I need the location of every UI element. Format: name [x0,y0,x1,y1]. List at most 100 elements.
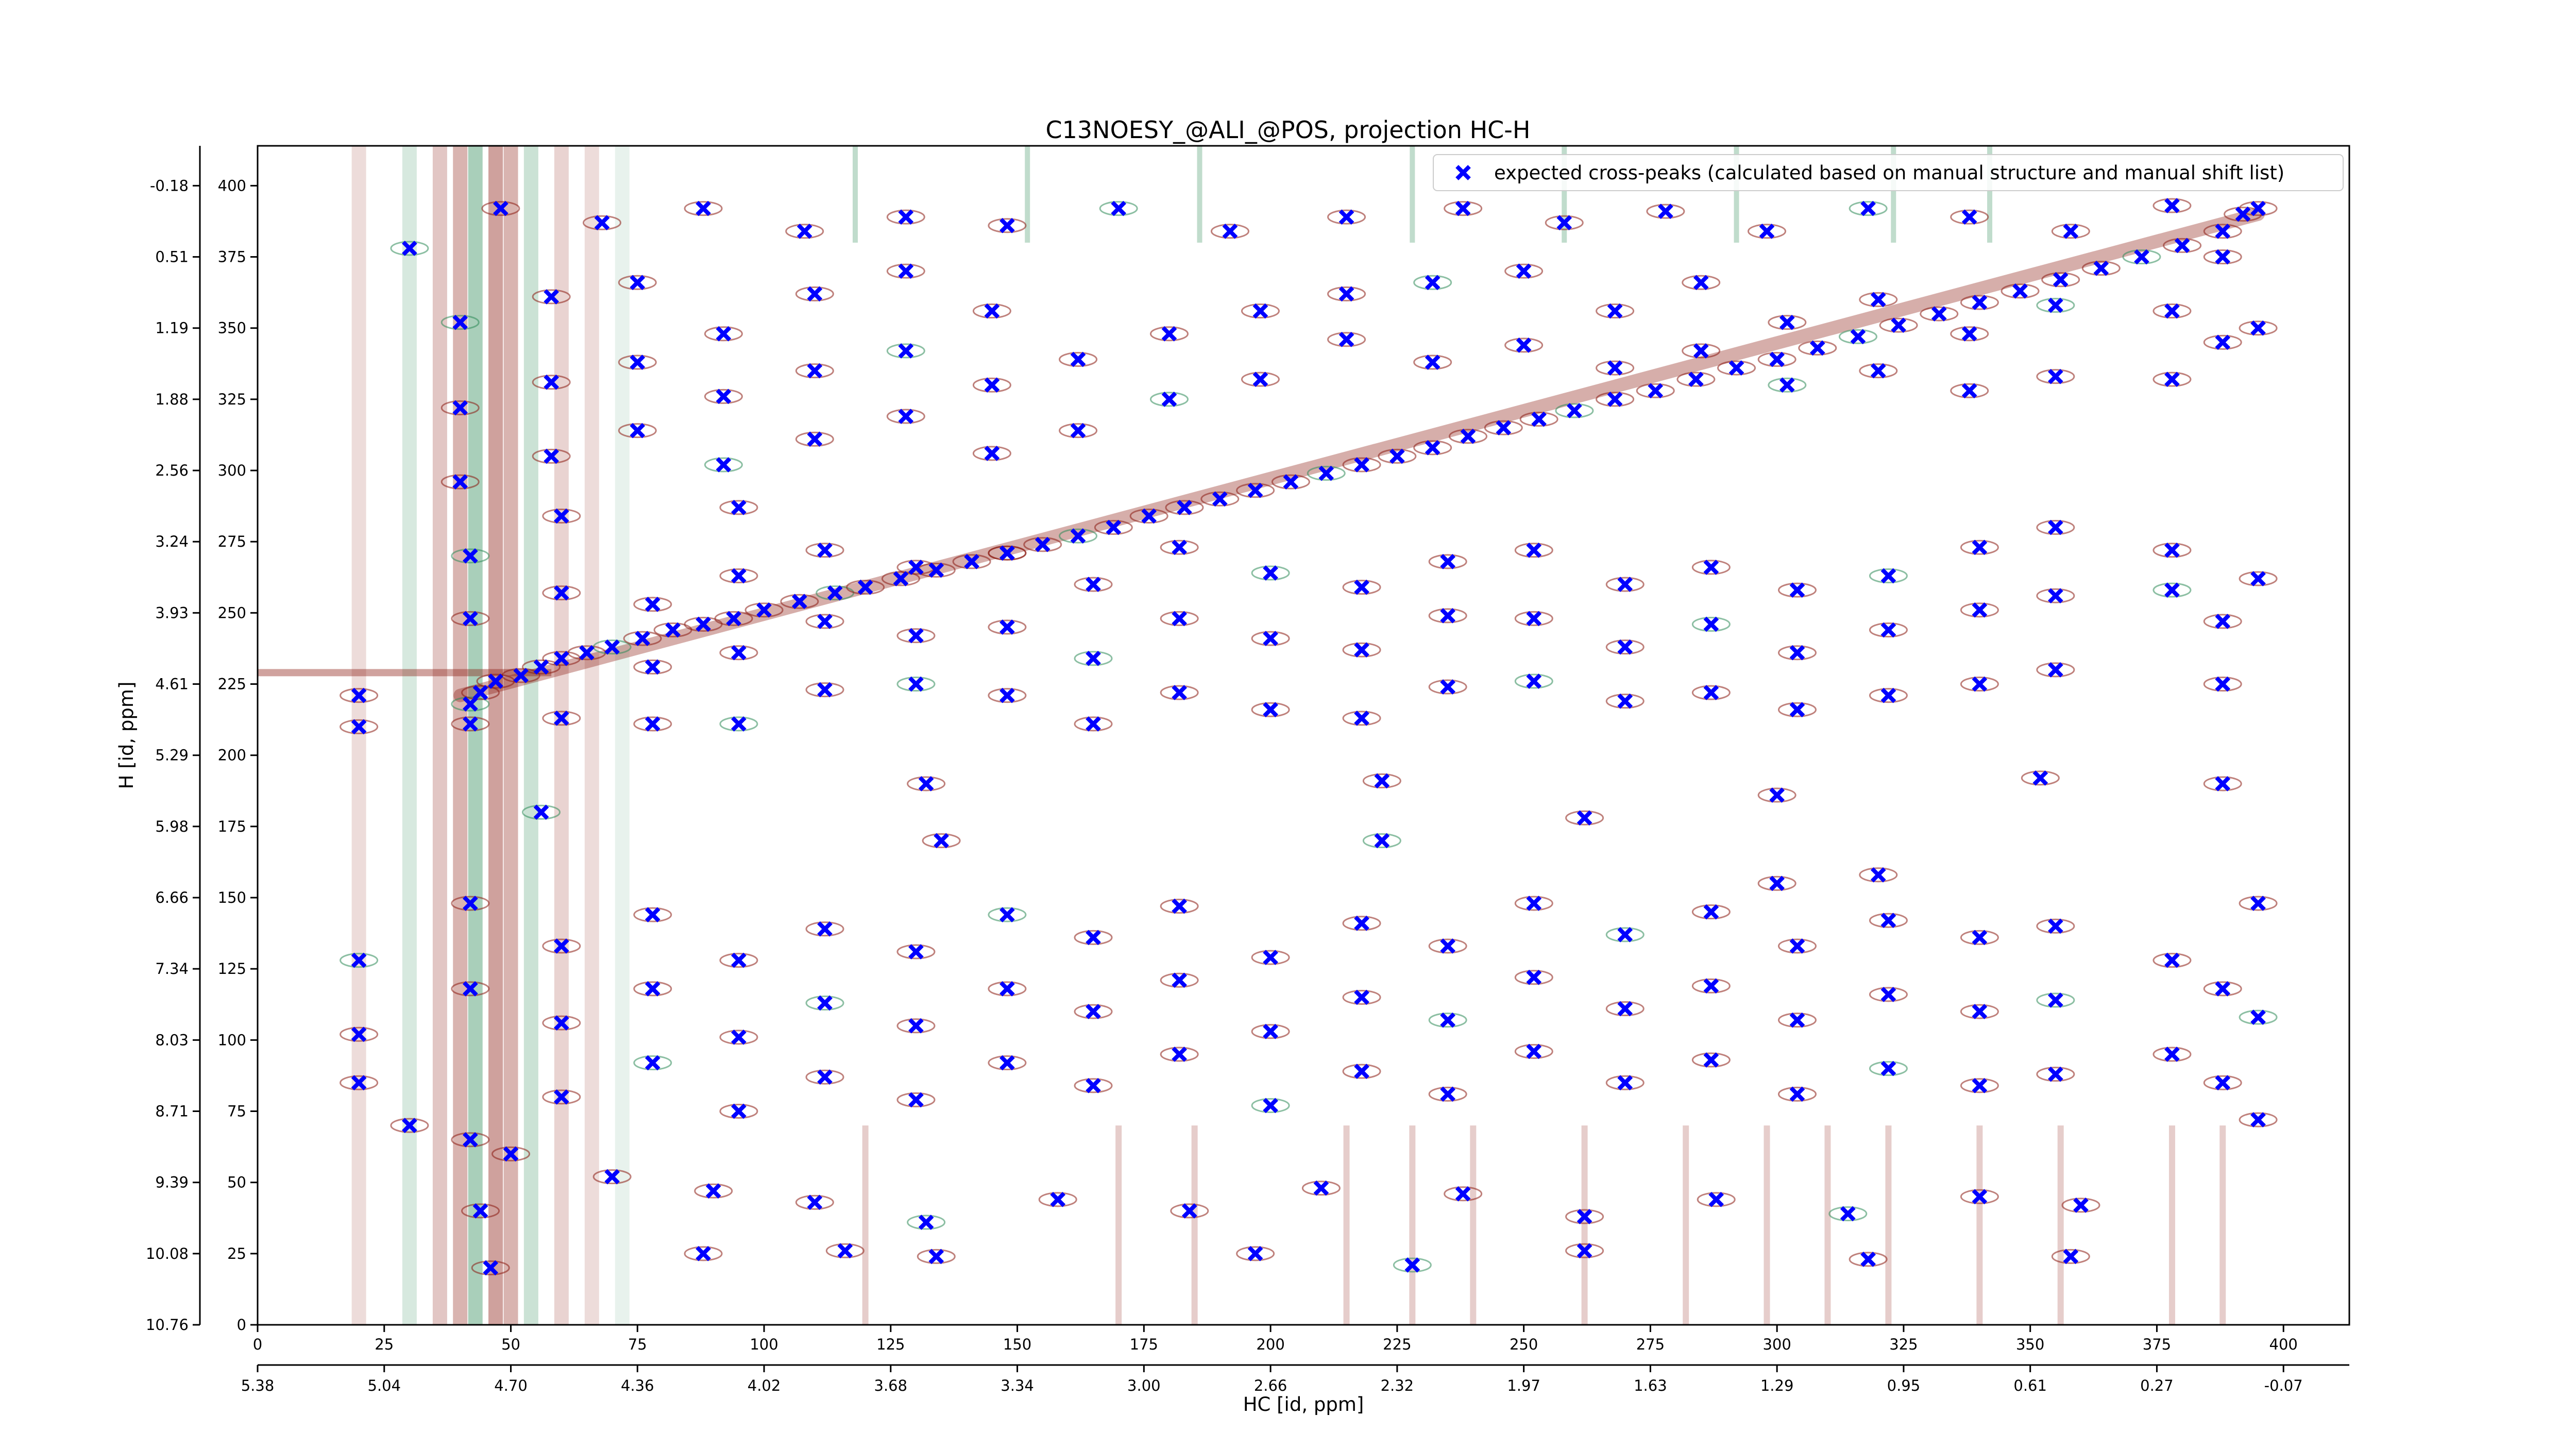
cross-peak-stroke [554,1015,569,1031]
cross-peak-point [1354,457,1369,473]
cross-peak-point [1880,987,1896,1002]
peak-contour [1691,1052,1731,1068]
peak-contour [1251,702,1290,717]
cross-peak-point [2048,918,2063,934]
peak-contour [1160,1047,1199,1062]
peak-contour [1023,537,1062,552]
contour-streak-negative [1562,146,1567,243]
cross-peak-point [1526,611,1542,627]
cross-peak-stroke [1526,611,1542,627]
cross-peak-point [630,423,646,439]
cross-peak-stroke [1313,1180,1329,1196]
cross-peak-stroke [908,1092,924,1108]
cross-peak-stroke [463,896,478,911]
peak-contour [795,1194,834,1210]
peak-contour [532,375,571,390]
cross-peak-point [1526,896,1542,911]
peak-contour [1342,711,1381,726]
cross-peak-point [2215,676,2231,692]
x-ppm-tick-label: 4.36 [621,1377,654,1394]
cross-peak-point [1880,687,1896,703]
cross-peak-point [1440,554,1455,569]
peak-contour [1960,930,1999,945]
cross-peak-point [1526,542,1542,558]
cross-peak-point [928,1249,944,1265]
peak-contour [451,981,490,997]
peak-contour [1757,351,1797,367]
peak-contour [1636,383,1675,398]
cross-peak-stroke [645,981,660,997]
cross-peak-stroke [807,1194,823,1210]
cross-peak-point [452,474,468,490]
cross-peak-point [1769,351,1785,367]
y-tick-label: 325 [218,391,246,408]
x-tick-label: 175 [1130,1336,1158,1353]
cross-peak-point [554,585,569,601]
cross-peak-point [908,1018,924,1034]
cross-peak-point [893,571,909,586]
peak-contour [1448,429,1487,444]
cross-peak-stroke [1086,716,1101,732]
contour-streak [1191,1125,1198,1325]
cross-peak-point [1496,420,1512,435]
peak-contour [1236,483,1275,498]
peak-contour [1869,688,1908,703]
cross-peak-point [1860,200,1876,216]
x-tick-label: 400 [2269,1336,2298,1353]
cross-peak-stroke [731,1029,747,1045]
peak-contour [1768,377,1807,393]
cross-peak-point [1526,673,1542,689]
cross-peak-point [1440,1012,1455,1028]
peak-contour [2239,1009,2278,1025]
x-tick-label: 350 [2016,1336,2044,1353]
cross-peak-point [351,1026,367,1042]
cross-peak-stroke [1161,326,1177,342]
peak-contour [1565,1209,1604,1224]
cross-peak-stroke [1172,898,1187,914]
cross-peak-stroke [964,554,979,569]
y-ppm-tick-label: 5.29 [155,747,189,764]
contour-streak [1683,1125,1689,1325]
cross-peak-stroke [452,400,468,416]
cross-peak-point [1880,913,1896,929]
contour-streak [1343,1125,1350,1325]
peak-contour [1960,1078,1999,1093]
cross-peak-stroke [999,687,1015,703]
x-ppm-tick-label: 5.38 [241,1377,275,1394]
peak-contour [1646,204,1685,219]
cross-peak-point [1703,1052,1719,1068]
cross-peak-stroke [488,673,503,689]
cross-peak-stroke [351,1026,367,1042]
peak-contour [1413,440,1452,456]
peak-contour [1342,457,1381,473]
peak-contour [785,224,824,239]
cross-peak-stroke [635,631,650,646]
peak-contour [1241,372,1280,387]
contour-streak [2057,1125,2064,1325]
peak-contour [1165,500,1204,515]
peak-contour [542,508,581,524]
peak-contour [1596,360,1635,376]
peak-contour [719,953,758,968]
cross-peak-stroke [908,944,924,959]
cross-peak-stroke [1693,343,1709,359]
peak-contour [896,628,936,644]
peak-contour [1251,950,1290,965]
cross-peak-stroke [1769,875,1785,891]
cross-peak-point [483,1260,499,1276]
cross-peak-stroke [796,223,812,239]
cross-peak-point [544,448,559,464]
peak-contour [1160,611,1199,626]
peak-contour [2239,571,2278,586]
cross-peak-point [1972,1189,1988,1205]
peak-contour [896,944,936,959]
cross-peak-point [2012,283,2028,299]
cross-peak-point [1354,711,1369,726]
cross-peak-stroke [1354,1064,1369,1079]
cross-peak-point [1086,930,1101,946]
cross-peak-stroke [2164,303,2180,319]
cross-peak-stroke [898,263,914,279]
cross-peak-point [827,585,843,601]
cross-peak-stroke [1880,622,1896,638]
